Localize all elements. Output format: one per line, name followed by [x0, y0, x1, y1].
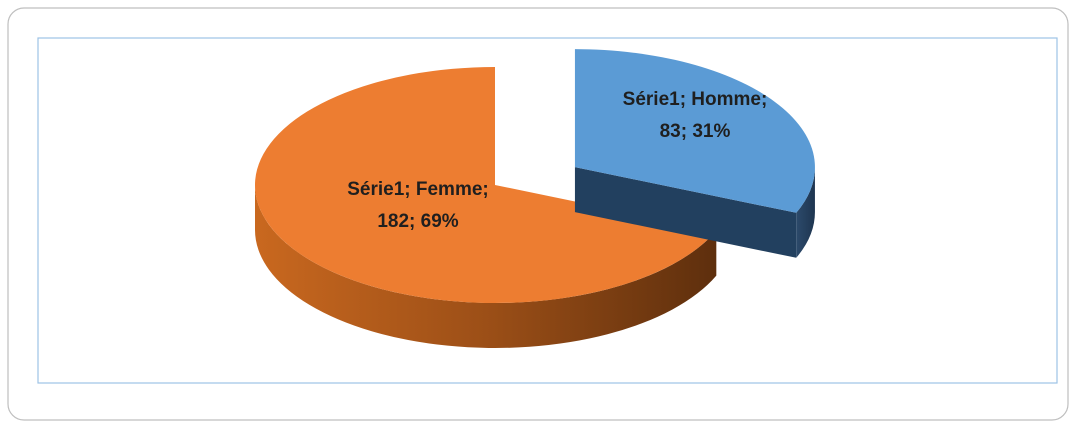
pie: Série1; Homme; 83; 31% Série1; Femme; 182; … — [255, 49, 815, 349]
data-label: Série1; Homme; — [623, 89, 768, 110]
slice — [574, 49, 815, 213]
data-label: 182; 69% — [377, 211, 458, 232]
data-label: Série1; Femme; — [347, 179, 489, 200]
slice-side — [255, 185, 717, 349]
plot-area — [37, 37, 1058, 384]
slice-side — [796, 167, 815, 258]
slice — [255, 67, 717, 303]
slice-cut-face — [574, 167, 797, 258]
data-label: 83; 31% — [660, 121, 731, 142]
